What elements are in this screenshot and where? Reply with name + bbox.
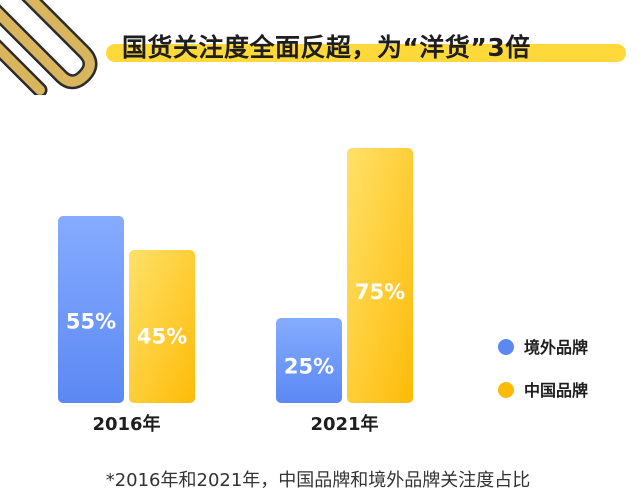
footnote: *2016年和2021年，中国品牌和境外品牌关注度占比 bbox=[105, 470, 531, 491]
legend-swatch bbox=[498, 382, 514, 398]
bar-domestic-0 bbox=[129, 250, 195, 403]
category-label: 2021年 bbox=[310, 413, 378, 435]
bar-overseas-1 bbox=[276, 318, 342, 403]
bar-domestic-1 bbox=[347, 148, 413, 403]
bar-value-label: 75% bbox=[355, 280, 405, 304]
chart-title: 国货关注度全面反超，为“洋货”3倍 bbox=[122, 33, 531, 62]
bar-overseas-0 bbox=[58, 216, 124, 403]
legend-label: 中国品牌 bbox=[524, 381, 588, 400]
category-label: 2016年 bbox=[92, 413, 160, 435]
bars-group: 55% 45% 25% 75% bbox=[58, 148, 413, 403]
category-labels: 2016年 2021年 bbox=[92, 413, 378, 435]
bar-value-label: 55% bbox=[66, 310, 116, 334]
legend-label: 境外品牌 bbox=[524, 338, 588, 357]
title-highlight bbox=[106, 44, 626, 62]
paperclip-decoration bbox=[0, 0, 98, 95]
legend-swatch bbox=[498, 339, 514, 355]
bar-value-label: 25% bbox=[284, 355, 334, 379]
title-area: 国货关注度全面反超，为“洋货”3倍 bbox=[100, 20, 630, 70]
bar-value-label: 45% bbox=[137, 325, 187, 349]
